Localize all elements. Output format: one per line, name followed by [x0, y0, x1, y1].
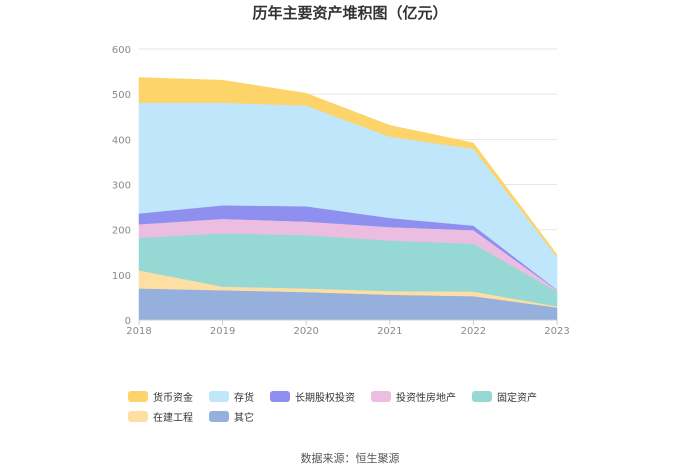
legend-item-其它[interactable]: 其它 [209, 409, 254, 424]
legend-item-货币资金[interactable]: 货币资金 [128, 389, 193, 404]
legend-swatch [371, 390, 391, 402]
legend-label: 长期股权投资 [295, 392, 355, 404]
legend: 货币资金 存货 长期股权投资 投资性房地产 固定资产在建工程 其它 [128, 389, 608, 424]
x-tick-label: 2018 [126, 326, 151, 337]
legend-label: 在建工程 [153, 412, 193, 424]
stacked-area-chart: 0 100 200 300 400 500 600 2018 2019 2020 2021 2022 2… [112, 45, 570, 337]
y-tick-label: 600 [112, 45, 131, 56]
data-source-note: 数据来源：恒生聚源 [300, 452, 400, 465]
y-tick-label: 400 [112, 135, 131, 146]
y-tick-label: 500 [112, 90, 131, 101]
y-tick-label: 200 [112, 226, 131, 237]
legend-swatch [209, 390, 229, 402]
legend-swatch [472, 390, 492, 402]
legend-swatch [128, 390, 148, 402]
legend-item-投资性房地产[interactable]: 投资性房地产 [371, 389, 456, 404]
chart-title: 历年主要资产堆积图（亿元） [252, 4, 448, 22]
legend-item-在建工程[interactable]: 在建工程 [128, 409, 193, 424]
y-tick-label: 0 [125, 316, 131, 327]
axes: 0 100 200 300 400 500 600 2018 2019 2020 2021 2022 2… [112, 45, 570, 337]
legend-label: 固定资产 [497, 392, 537, 404]
x-tick-label: 2020 [293, 326, 318, 337]
legend-item-存货[interactable]: 存货 [209, 389, 254, 404]
legend-label: 其它 [234, 412, 254, 424]
legend-label: 存货 [234, 392, 254, 404]
area-series-layer [138, 77, 558, 321]
x-tick-label: 2021 [377, 326, 402, 337]
legend-swatch [270, 390, 290, 402]
legend-label: 货币资金 [153, 392, 193, 404]
x-tick-label: 2019 [210, 326, 235, 337]
legend-item-长期股权投资[interactable]: 长期股权投资 [270, 389, 355, 404]
legend-swatch [209, 410, 229, 422]
y-tick-label: 300 [112, 181, 131, 192]
y-tick-label: 100 [112, 271, 131, 282]
legend-swatch [128, 410, 148, 422]
area-series-货币资金 [138, 77, 558, 258]
x-tick-label: 2023 [544, 326, 569, 337]
legend-label: 投资性房地产 [396, 392, 456, 404]
legend-item-固定资产[interactable]: 固定资产 [472, 389, 537, 404]
x-tick-label: 2022 [461, 326, 486, 337]
